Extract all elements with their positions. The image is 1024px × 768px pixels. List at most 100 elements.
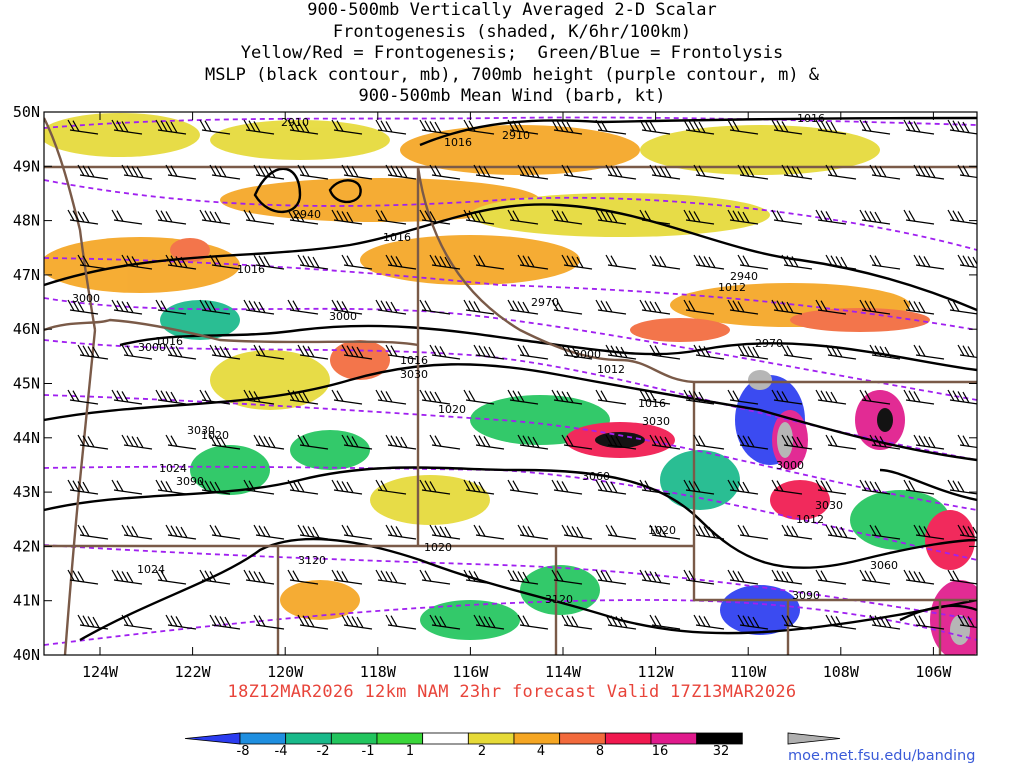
longitude-labels: 124W 122W 120W 118W 116W 114W 112W 110W 108W 106W xyxy=(82,663,952,681)
wind-barb xyxy=(595,389,627,405)
credit-link[interactable]: moe.met.fsu.edu/banding xyxy=(788,748,976,764)
wind-barb xyxy=(199,389,231,405)
wind-barb xyxy=(287,389,319,405)
wind-barb xyxy=(957,524,977,539)
lat-label: 41N xyxy=(13,592,40,610)
wind-barb xyxy=(77,164,109,180)
wind-barb xyxy=(473,254,505,270)
wind-barb xyxy=(297,614,329,630)
wind-barb xyxy=(473,614,505,630)
wind-barb xyxy=(463,209,495,225)
wind-barb xyxy=(947,479,977,495)
wind-barb xyxy=(605,524,637,540)
wind-barb xyxy=(551,479,583,495)
wind-barb xyxy=(341,344,373,360)
title-line-2: Frontogenesis (shaded, K/6hr/100km) xyxy=(332,21,692,42)
wind-barb xyxy=(869,614,901,630)
wind-barb xyxy=(649,164,681,180)
wind-barb xyxy=(517,164,549,180)
mslp-label: 1020 xyxy=(438,403,466,416)
mslp-label: 1024 xyxy=(137,563,165,576)
wind-barb xyxy=(111,299,143,315)
wind-barb xyxy=(693,164,725,180)
wind-barb xyxy=(429,254,461,270)
wind-barb xyxy=(869,164,901,180)
height-label: 3060 xyxy=(582,470,610,483)
wind-barb xyxy=(639,299,671,315)
wind-barb xyxy=(375,119,407,135)
wind-barb xyxy=(297,164,329,180)
wind-barb xyxy=(561,524,593,540)
mslp-contours xyxy=(44,116,977,642)
wind-barb xyxy=(781,524,813,540)
height-label: 3000 xyxy=(138,341,166,354)
wind-barb xyxy=(121,164,153,180)
wind-barb xyxy=(165,614,197,630)
wind-barb xyxy=(331,209,363,225)
wind-barb xyxy=(781,434,813,450)
wind-barb xyxy=(825,164,857,180)
height-label: 2970 xyxy=(755,337,783,350)
wind-barb xyxy=(385,434,417,450)
wind-barb xyxy=(463,299,495,315)
lon-label: 124W xyxy=(82,663,119,681)
colorbar-label: -8 xyxy=(236,744,250,759)
lat-label: 43N xyxy=(13,483,40,501)
wind-barb xyxy=(253,344,285,360)
height-label: 3030 xyxy=(642,415,670,428)
wind-barb xyxy=(253,254,285,270)
colorbar-swatch xyxy=(376,732,424,745)
lat-label: 42N xyxy=(13,537,40,555)
wind-barb xyxy=(341,434,373,450)
wind-barb xyxy=(683,119,715,135)
wind-barb xyxy=(595,479,627,495)
mslp-label: 1016 xyxy=(237,263,265,276)
lon-label: 118W xyxy=(360,663,397,681)
wind-barb xyxy=(771,569,803,585)
colorbar-label: -2 xyxy=(316,744,330,759)
wind-barb xyxy=(111,569,143,585)
wind-barb xyxy=(199,569,231,585)
wind-barb xyxy=(331,299,363,315)
wind-barb xyxy=(903,479,935,495)
height-label: 3120 xyxy=(298,554,326,567)
colorbar xyxy=(184,732,841,745)
mslp-label: 1020 xyxy=(424,541,452,554)
mslp-label: 1016 xyxy=(797,112,825,125)
mslp-label: 1020 xyxy=(201,429,229,442)
wind-barb xyxy=(473,434,505,450)
wind-barb xyxy=(957,164,977,179)
wind-barb xyxy=(385,524,417,540)
wind-barb xyxy=(771,479,803,495)
forecast-subtitle: 18Z12MAR2026 12km NAM 23hr forecast Vali… xyxy=(227,682,797,702)
wind-barb xyxy=(859,119,891,135)
wind-barb xyxy=(957,254,977,269)
wind-barb xyxy=(297,344,329,360)
wind-barb xyxy=(199,479,231,495)
wind-barb xyxy=(165,344,197,360)
colorbar-swatch xyxy=(330,732,378,745)
wind-barb xyxy=(727,389,759,405)
wind-barb xyxy=(551,299,583,315)
wind-barb xyxy=(683,479,715,495)
wind-barb xyxy=(165,254,197,270)
title-line-5: 900-500mb Mean Wind (barb, kt) xyxy=(358,86,666,107)
colorbar-label: 1 xyxy=(405,744,415,759)
wind-barb xyxy=(727,479,759,495)
lat-label: 45N xyxy=(13,375,40,393)
wind-barb xyxy=(551,119,583,135)
wind-barb xyxy=(517,344,549,360)
wind-barb xyxy=(781,254,813,270)
wind-barb xyxy=(781,164,813,180)
wind-barb xyxy=(913,344,945,360)
wind-barb xyxy=(507,569,539,585)
wind-barb xyxy=(947,569,977,585)
mslp-label: 1016 xyxy=(444,136,472,149)
wind-barb xyxy=(385,164,417,180)
wind-barb xyxy=(561,254,593,270)
wind-barb xyxy=(331,569,363,585)
wind-barb xyxy=(595,569,627,585)
wind-barb xyxy=(429,524,461,540)
wind-barb xyxy=(341,614,373,630)
wind-barb xyxy=(375,569,407,585)
